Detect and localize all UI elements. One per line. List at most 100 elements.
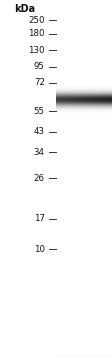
Bar: [56, 103, 112, 104]
Bar: [56, 210, 112, 211]
Bar: [56, 217, 112, 219]
Bar: [56, 73, 112, 74]
Bar: [56, 138, 112, 139]
Bar: [56, 186, 112, 188]
Bar: [56, 246, 112, 247]
Bar: [56, 89, 112, 91]
Bar: [56, 276, 112, 277]
Bar: [56, 17, 112, 18]
Bar: [56, 271, 112, 273]
Bar: [56, 290, 112, 292]
Bar: [56, 118, 112, 119]
Bar: [56, 64, 112, 66]
Bar: [56, 39, 112, 40]
Bar: [56, 214, 112, 215]
Bar: [56, 261, 112, 262]
Bar: [56, 107, 112, 108]
Bar: [56, 96, 112, 98]
Bar: [56, 108, 112, 110]
Bar: [56, 339, 112, 340]
Bar: [56, 245, 112, 246]
Bar: [56, 253, 112, 254]
Bar: [56, 286, 112, 288]
Bar: [56, 30, 112, 32]
Bar: [56, 153, 112, 154]
Bar: [56, 152, 112, 153]
Bar: [56, 304, 112, 305]
Bar: [56, 332, 112, 333]
Bar: [56, 258, 112, 260]
Bar: [56, 140, 112, 141]
Bar: [56, 278, 112, 280]
Bar: [56, 239, 112, 240]
Bar: [56, 328, 112, 329]
Bar: [56, 221, 112, 222]
Bar: [56, 59, 112, 61]
Bar: [56, 84, 112, 86]
Bar: [56, 132, 112, 134]
Bar: [56, 58, 112, 59]
Bar: [56, 190, 112, 191]
Bar: [56, 162, 112, 163]
Bar: [56, 80, 112, 82]
Bar: [56, 9, 112, 10]
Bar: [56, 82, 112, 83]
Bar: [56, 35, 112, 36]
Bar: [56, 35, 112, 37]
Bar: [56, 138, 112, 139]
Bar: [56, 97, 112, 98]
Bar: [56, 276, 112, 278]
Bar: [56, 18, 112, 20]
Bar: [56, 304, 112, 306]
Bar: [56, 228, 112, 230]
Bar: [56, 312, 112, 313]
Bar: [56, 116, 112, 118]
Bar: [56, 189, 112, 190]
Bar: [56, 265, 112, 267]
Bar: [56, 120, 112, 122]
Bar: [56, 194, 112, 195]
Bar: [56, 236, 112, 237]
Bar: [56, 242, 112, 243]
Bar: [56, 313, 112, 314]
Bar: [56, 202, 112, 203]
Bar: [56, 136, 112, 138]
Bar: [56, 155, 112, 157]
Bar: [56, 39, 112, 40]
Bar: [56, 355, 112, 356]
Bar: [56, 131, 112, 132]
Text: 72: 72: [34, 79, 45, 87]
Bar: [56, 113, 112, 115]
Bar: [56, 48, 112, 50]
Bar: [56, 91, 112, 92]
Bar: [56, 182, 112, 183]
Bar: [56, 168, 112, 169]
Bar: [56, 244, 112, 245]
Bar: [56, 318, 112, 320]
Bar: [56, 148, 112, 150]
Bar: [56, 233, 112, 234]
Bar: [56, 21, 112, 22]
Bar: [56, 342, 112, 344]
Bar: [56, 203, 112, 205]
Bar: [56, 127, 112, 128]
Text: 34: 34: [34, 148, 45, 157]
Bar: [56, 60, 112, 61]
Bar: [56, 71, 112, 72]
Bar: [56, 130, 112, 131]
Bar: [56, 82, 112, 84]
Bar: [56, 280, 112, 281]
Bar: [56, 309, 112, 311]
Bar: [56, 123, 112, 125]
Bar: [56, 274, 112, 275]
Bar: [56, 139, 112, 140]
Bar: [56, 184, 112, 185]
Bar: [56, 169, 112, 170]
Bar: [56, 167, 112, 169]
Bar: [56, 119, 112, 120]
Bar: [56, 175, 112, 176]
Bar: [56, 188, 112, 190]
Bar: [56, 169, 112, 170]
Bar: [56, 101, 112, 103]
Bar: [56, 175, 112, 177]
